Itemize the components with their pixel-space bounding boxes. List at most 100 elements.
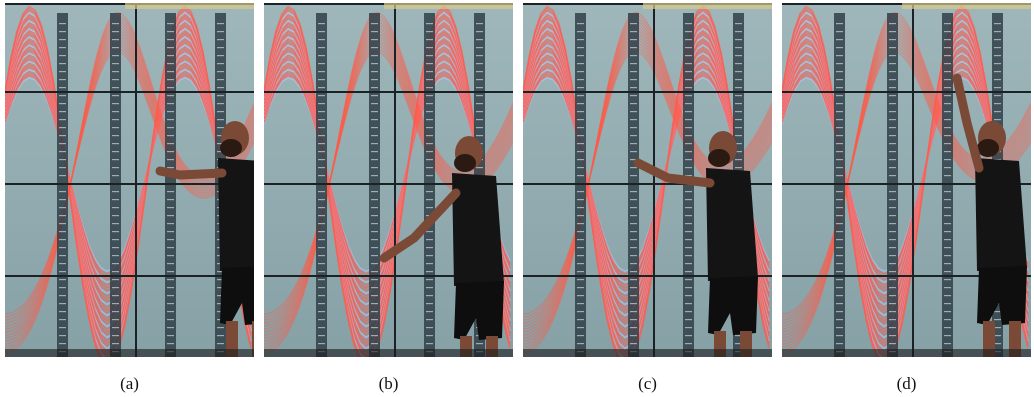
axis-tick (630, 287, 637, 289)
axis-tick (59, 95, 66, 97)
axis-tick (577, 55, 584, 57)
axis-tick (318, 127, 325, 129)
axis-tick (836, 223, 843, 225)
axis-tick (735, 103, 742, 105)
axis-tick (59, 343, 66, 345)
person-leg (983, 321, 995, 357)
axis-tick (318, 167, 325, 169)
axis-tick (371, 95, 378, 97)
axis-tick (577, 263, 584, 265)
axis-tick (112, 95, 119, 97)
axis-tick (318, 23, 325, 25)
axis-tick (59, 279, 66, 281)
axis-tick (167, 143, 174, 145)
axis-tick (318, 71, 325, 73)
person-torso (706, 168, 758, 281)
axis-tick (944, 71, 951, 73)
axis-tick (577, 191, 584, 193)
axis-tick (577, 327, 584, 329)
axis-tick (836, 159, 843, 161)
axis-tick (217, 39, 224, 41)
axis-tick (836, 239, 843, 241)
axis-tick (944, 95, 951, 97)
axis-tick (112, 23, 119, 25)
floor-edge (5, 349, 254, 357)
axis-tick (994, 343, 1001, 345)
axis-tick (889, 111, 896, 113)
axis-tick (994, 103, 1001, 105)
axis-tick (112, 215, 119, 217)
axis-tick (889, 159, 896, 161)
person-shorts (454, 281, 504, 340)
axis-tick (426, 143, 433, 145)
axis-tick (112, 39, 119, 41)
axis-tick (371, 127, 378, 129)
axis-tick (112, 175, 119, 177)
axis-tick (889, 343, 896, 345)
axis-tick (944, 135, 951, 137)
axis-tick (889, 103, 896, 105)
axis-tick (836, 247, 843, 249)
axis-tick (371, 287, 378, 289)
person-beard (220, 139, 242, 157)
person-leg (226, 321, 238, 357)
top-frame (384, 3, 513, 9)
axis-tick (994, 319, 1001, 321)
axis-tick (577, 215, 584, 217)
axis-tick (889, 135, 896, 137)
axis-tick (889, 71, 896, 73)
person-beard (708, 149, 730, 167)
axis-tick (112, 311, 119, 313)
axis-tick (112, 79, 119, 81)
axis-tick (944, 343, 951, 345)
axis-tick (426, 39, 433, 41)
axis-tick (167, 199, 174, 201)
axis-tick (944, 255, 951, 257)
axis-tick (577, 199, 584, 201)
axis-tick (630, 271, 637, 273)
axis-tick (630, 111, 637, 113)
axis-tick (318, 47, 325, 49)
axis-tick (685, 111, 692, 113)
display-bezel-horizontal (264, 183, 513, 185)
axis-tick (318, 175, 325, 177)
axis-tick (889, 239, 896, 241)
axis-tick (371, 343, 378, 345)
axis-tick (889, 327, 896, 329)
axis-tick (371, 263, 378, 265)
axis-tick (371, 111, 378, 113)
axis-tick (577, 167, 584, 169)
floor-edge (264, 349, 513, 357)
axis-tick (685, 343, 692, 345)
axis-tick (426, 335, 433, 337)
person-torso (975, 158, 1027, 271)
axis-tick (685, 175, 692, 177)
axis-tick (112, 335, 119, 337)
axis-tick (994, 39, 1001, 41)
axis-tick (630, 255, 637, 257)
axis-tick (630, 231, 637, 233)
axis-tick (944, 159, 951, 161)
axis-tick (735, 159, 742, 161)
axis-tick (836, 127, 843, 129)
axis-tick (836, 295, 843, 297)
axis-tick (371, 247, 378, 249)
person-shorts (220, 266, 254, 325)
axis-tick (59, 167, 66, 169)
axis-tick (577, 311, 584, 313)
axis-tick (577, 335, 584, 337)
axis-tick (836, 39, 843, 41)
axis-tick (685, 31, 692, 33)
axis-tick (685, 71, 692, 73)
axis-tick (371, 335, 378, 337)
axis-tick (371, 135, 378, 137)
axis-tick (630, 71, 637, 73)
axis-tick (476, 103, 483, 105)
axis-tick (994, 31, 1001, 33)
axis-tick (112, 239, 119, 241)
axis-tick (426, 55, 433, 57)
axis-tick (476, 135, 483, 137)
axis-tick (112, 47, 119, 49)
axis-tick (167, 319, 174, 321)
axis-tick (685, 87, 692, 89)
